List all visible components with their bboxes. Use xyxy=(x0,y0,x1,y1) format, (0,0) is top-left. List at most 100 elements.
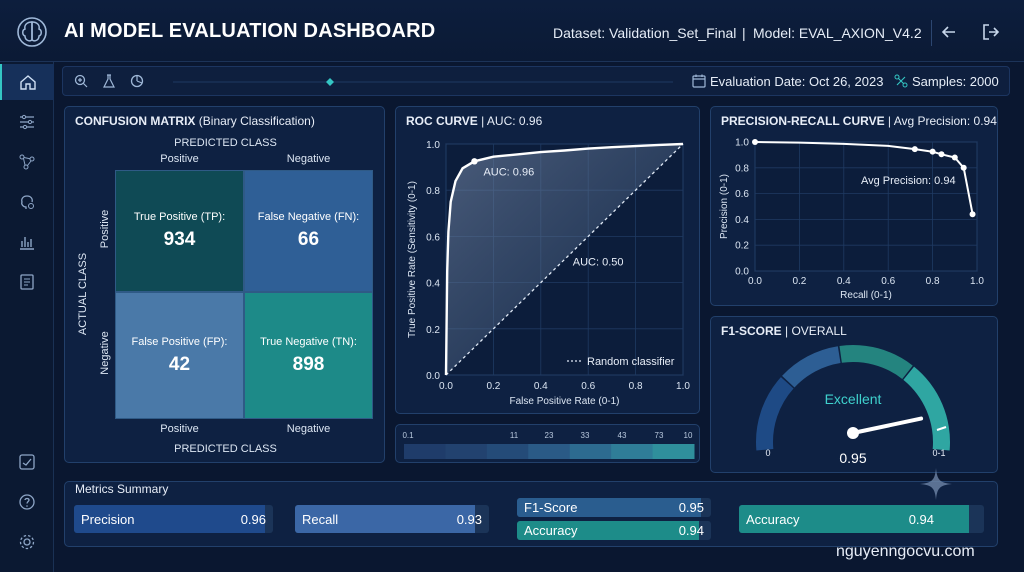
row-negative-label: Negative xyxy=(99,331,111,375)
histogram-strip: 0.1 11 23 33 43 73 10 xyxy=(402,431,695,459)
roc-x-tick: 1.0 xyxy=(676,381,690,392)
metric-recall-fill xyxy=(295,505,476,533)
metric-accuracy[interactable]: Accuracy 0.94 xyxy=(739,505,984,533)
sparkle-icon xyxy=(920,468,952,500)
confusion-matrix-title: CONFUSION MATRIX (Binary Classification) xyxy=(75,114,315,128)
roc-x-tick: 0.2 xyxy=(486,381,500,392)
pr-y-label: Precision (0-1) xyxy=(719,174,730,239)
pr-x-tick: 0.6 xyxy=(881,276,895,287)
fp-label: False Positive (FP): xyxy=(131,335,228,348)
predicted-class-top-label: PREDICTED CLASS xyxy=(174,137,277,149)
sidebar-item-activity[interactable] xyxy=(0,444,54,480)
cell-true-negative[interactable]: True Negative (TN): 898 xyxy=(244,292,373,419)
gauge-segment-low xyxy=(756,377,794,451)
roc-y-tick: 0.6 xyxy=(426,232,440,243)
metric-precision-fill xyxy=(74,505,266,533)
gauge-value-label: 0.95 xyxy=(839,450,866,466)
pr-y-tick: 0.0 xyxy=(735,267,749,278)
pr-y-tick: 0.8 xyxy=(735,163,749,174)
tp-label: True Positive (TP): xyxy=(133,211,226,223)
metric-recall-label: Recall xyxy=(302,512,339,527)
pr-y-tick: 0.4 xyxy=(735,215,749,226)
zoom-icon[interactable] xyxy=(73,73,89,89)
help-icon xyxy=(19,494,35,510)
sidebar-item-settings[interactable] xyxy=(0,104,54,140)
samples-count: Samples: 2000 xyxy=(912,74,999,89)
sidebar-item-preferences[interactable] xyxy=(0,524,54,560)
cell-false-negative[interactable]: False Negative (FN): 66 xyxy=(244,170,373,292)
gauge-max-label: 0-1 xyxy=(932,448,945,458)
sidebar xyxy=(0,62,54,572)
metric-recall[interactable]: Recall 0.93 xyxy=(295,505,489,533)
histogram-label: 0.1 xyxy=(402,431,414,440)
pr-x-tick: 1.0 xyxy=(970,276,984,287)
metric-precision-label: Precision xyxy=(81,512,135,527)
roc-y-tick: 0.4 xyxy=(426,279,440,290)
metric-f1-label: F1-Score xyxy=(524,500,578,515)
watermark-text: nguyenngocvu.com xyxy=(836,543,975,560)
metric-precision[interactable]: Precision 0.96 xyxy=(74,505,273,533)
metric-f1-value: 0.95 xyxy=(678,500,704,515)
col-positive-bottom-label: Positive xyxy=(160,423,199,435)
sidebar-item-help[interactable] xyxy=(0,484,54,520)
logout-icon[interactable] xyxy=(981,22,1001,42)
metric-accuracy-small-label: Accuracy xyxy=(524,523,578,538)
toolbar-decoration xyxy=(173,78,673,86)
sliders-icon xyxy=(20,114,34,130)
gauge-segment-mid xyxy=(782,346,841,388)
roc-panel: ROC CURVE | AUC: 0.96 0.0 0.0 0.2 0.2 0.4 0.4… xyxy=(395,106,700,414)
metric-accuracy-small[interactable]: Accuracy 0.94 xyxy=(517,521,711,540)
pr-marker-point xyxy=(960,164,967,171)
gauge-needle-hub xyxy=(847,427,859,439)
gauge-needle xyxy=(851,416,924,435)
pr-y-tick: 0.2 xyxy=(735,241,749,252)
f1-gauge: Excellent 0 0-1 0.95 xyxy=(756,345,950,466)
toolbar: Evaluation Date: Oct 26, 2023 Samples: 2… xyxy=(62,66,1010,96)
histogram-bin xyxy=(528,444,571,459)
histogram-label: 33 xyxy=(581,431,590,440)
gauge-min-label: 0 xyxy=(765,448,770,458)
row-positive-label: Positive xyxy=(99,209,111,249)
pr-panel: PRECISION-RECALL CURVE | Avg Precision: … xyxy=(710,106,998,306)
roc-curve-line xyxy=(444,142,684,376)
activity-icon xyxy=(19,454,35,470)
actual-class-label: ACTUAL CLASS xyxy=(77,252,89,336)
histogram-bin xyxy=(404,444,446,459)
sidebar-item-charts[interactable] xyxy=(0,224,54,260)
sidebar-item-home[interactable] xyxy=(0,64,54,100)
roc-x-tick: 0.8 xyxy=(629,381,643,392)
pie-chart-icon[interactable] xyxy=(129,73,145,89)
pr-y-tick: 0.6 xyxy=(735,189,749,200)
roc-y-tick: 0.2 xyxy=(426,325,440,336)
histogram-label: 73 xyxy=(655,431,664,440)
back-arrow-icon[interactable] xyxy=(939,22,959,42)
dataset-label: Dataset: Validation_Set_Final xyxy=(553,25,737,41)
pr-x-label: Recall (0-1) xyxy=(840,290,892,301)
metric-f1[interactable]: F1-Score 0.95 xyxy=(517,498,711,517)
pr-plot-area xyxy=(754,141,978,272)
cell-true-positive[interactable]: True Positive (TP): 934 xyxy=(115,170,244,292)
gauge-tick-mark xyxy=(936,426,947,431)
metric-accuracy-value: 0.94 xyxy=(908,512,934,527)
sidebar-item-brain[interactable] xyxy=(0,184,54,220)
flask-icon[interactable] xyxy=(101,73,117,89)
roc-x-tick: 0.0 xyxy=(439,381,453,392)
pr-x-tick: 0.4 xyxy=(837,276,851,287)
metric-accuracy-small-fill xyxy=(517,521,700,540)
cell-false-positive[interactable]: False Positive (FP): 42 xyxy=(115,292,244,419)
tn-label: True Negative (TN): xyxy=(260,335,357,348)
network-icon xyxy=(19,154,35,170)
histogram-label: 43 xyxy=(618,431,627,440)
fp-value: 42 xyxy=(168,353,191,375)
sidebar-item-network[interactable] xyxy=(0,144,54,180)
sidebar-item-reports[interactable] xyxy=(0,264,54,300)
roc-chart: 0.00.0 0.2 0.2 0.4 0.4 0.6 0.6 0.8 0.8 1.0 1.0 AUC:… xyxy=(407,140,690,407)
roc-auc-label: AUC: 0.96 xyxy=(483,166,534,178)
histogram-label: 11 xyxy=(510,431,519,440)
roc-y-label: True Positive Rate (Sensitivity (0-1) xyxy=(407,181,418,338)
header-divider xyxy=(931,20,932,46)
report-icon xyxy=(20,274,34,290)
header-separator: | xyxy=(742,25,746,41)
gauge-segment-excellent xyxy=(903,366,950,451)
pr-marker-point xyxy=(969,211,976,218)
